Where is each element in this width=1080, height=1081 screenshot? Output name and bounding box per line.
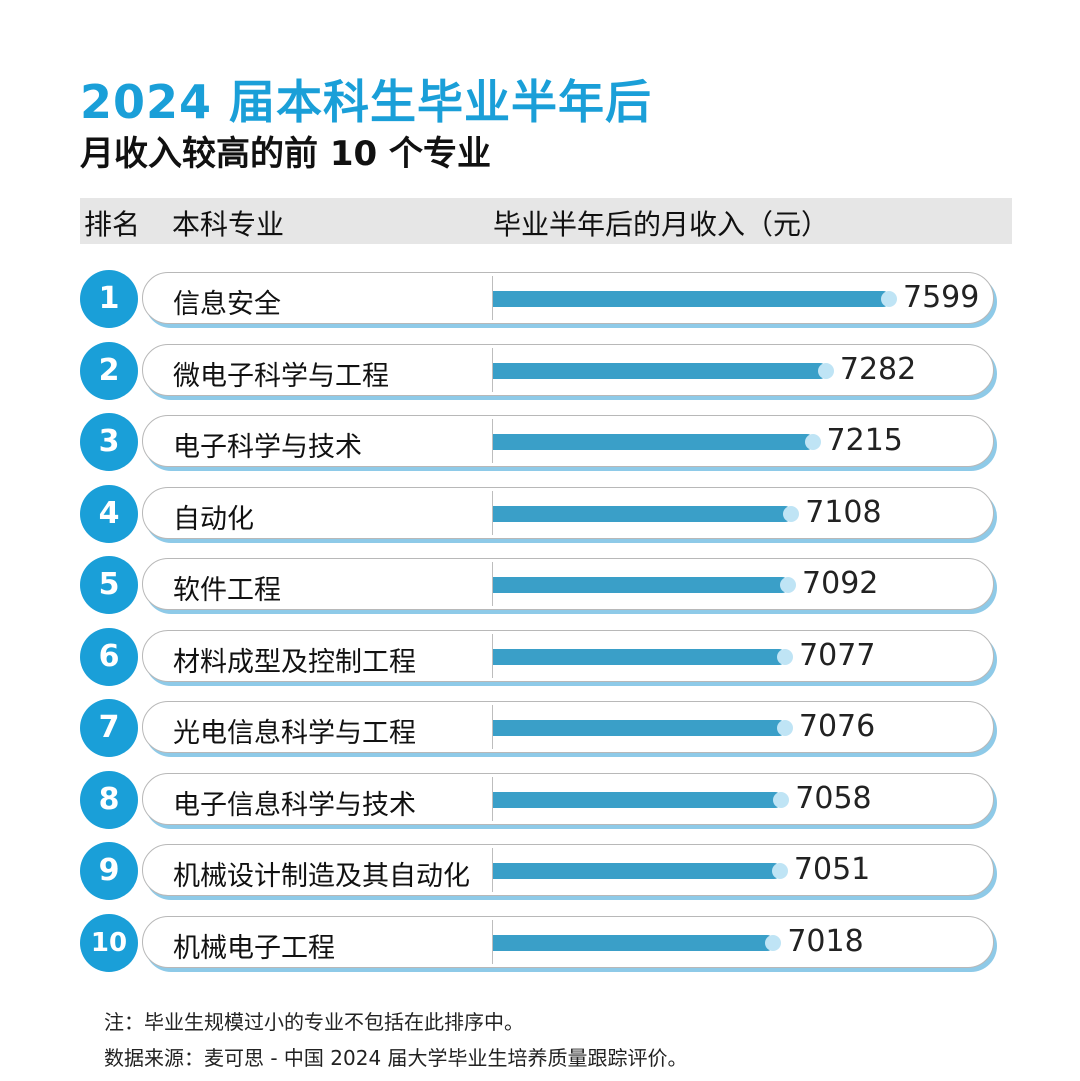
bar-row: 3 电子科学与技术 7215: [80, 413, 1012, 471]
bar-row: 5 软件工程 7092: [80, 556, 1012, 614]
chart-subtitle: 月收入较高的前 10 个专业: [80, 134, 491, 174]
category-label: 信息安全: [173, 289, 281, 320]
header-major: 本科专业: [172, 208, 285, 241]
category-label: 机械电子工程: [173, 932, 335, 964]
category-label: 机械设计制造及其自动化: [173, 861, 470, 892]
rank-badge: 6: [80, 627, 138, 686]
bar: [493, 505, 794, 522]
bar: [493, 648, 788, 665]
chart-title: 2024 届本科生毕业半年后: [80, 75, 653, 129]
row-divider: [492, 490, 493, 535]
bar-end-dot: [780, 577, 797, 593]
rank-badge: 8: [80, 770, 138, 829]
row-divider: [492, 705, 493, 749]
footnote-source: 数据来源：麦可思 - 中国 2024 届大学毕业生培养质量跟踪评价。: [104, 1046, 688, 1070]
value-label: 7076: [798, 709, 876, 744]
value-label: 7215: [826, 423, 903, 458]
bar-row: 4 自动化 7108: [80, 484, 1012, 543]
value-label: 7077: [799, 637, 876, 673]
bar-end-dot: [771, 863, 788, 879]
category-label: 电子信息科学与技术: [173, 789, 416, 821]
bar: [493, 434, 815, 450]
rank-badge: 4: [80, 484, 138, 543]
bar-row: 2 微电子科学与工程 7282: [80, 341, 1012, 400]
bar-end-dot: [765, 934, 782, 951]
row-divider: [492, 848, 493, 892]
rank-badge: 7: [80, 699, 138, 757]
row-divider: [492, 419, 493, 463]
bar-end-dot: [881, 291, 897, 307]
bar-row: 7 光电信息科学与工程 7076: [80, 699, 1012, 757]
value-label: 7108: [805, 494, 882, 530]
value-label: 7599: [903, 280, 980, 315]
bar-end-dot: [783, 505, 800, 522]
header-income: 毕业半年后的月收入（元）: [493, 208, 830, 241]
category-label: 光电信息科学与工程: [173, 718, 416, 749]
value-label: 7282: [839, 351, 917, 387]
bar-end-dot: [776, 720, 793, 736]
bar: [493, 362, 828, 379]
row-divider: [492, 633, 493, 678]
category-label: 软件工程: [173, 575, 281, 606]
bar: [493, 291, 891, 307]
bar-row: 8 电子信息科学与技术 7058: [80, 770, 1012, 829]
bar: [493, 934, 776, 951]
bar-end-dot: [817, 362, 834, 379]
bar: [493, 577, 791, 593]
bar-end-dot: [773, 791, 790, 808]
bar-row: 6 材料成型及控制工程 7077: [80, 627, 1012, 686]
rank-badge: 2: [80, 341, 138, 400]
bar: [493, 791, 784, 808]
bar: [493, 720, 787, 736]
table-header: 排名 本科专业 毕业半年后的月收入（元）: [80, 198, 1012, 244]
value-label: 7018: [787, 923, 864, 959]
header-rank: 排名: [84, 208, 141, 241]
footnote-note: 注：毕业生规模过小的专业不包括在此排序中。: [104, 1010, 524, 1034]
bar-end-dot: [804, 434, 821, 450]
value-label: 7092: [802, 566, 879, 601]
row-divider: [492, 562, 493, 606]
row-divider: [492, 776, 493, 821]
category-label: 微电子科学与工程: [173, 360, 389, 392]
rank-badge: 10: [80, 913, 138, 972]
row-divider: [492, 276, 493, 320]
value-label: 7051: [793, 852, 871, 887]
value-label: 7058: [795, 780, 872, 816]
row-divider: [492, 347, 493, 392]
category-label: 材料成型及控制工程: [173, 646, 416, 678]
rank-badge: 3: [80, 413, 138, 471]
bar: [493, 863, 782, 879]
bar-row: 9 机械设计制造及其自动化 7051: [80, 842, 1012, 900]
rank-badge: 1: [80, 270, 138, 328]
bar-end-dot: [777, 648, 794, 665]
category-label: 电子科学与技术: [173, 432, 362, 463]
bar-row: 1 信息安全 7599: [80, 270, 1012, 328]
rank-badge: 9: [80, 842, 138, 900]
rank-badge: 5: [80, 556, 138, 614]
category-label: 自动化: [173, 503, 254, 535]
row-divider: [492, 919, 493, 964]
bar-row: 10 机械电子工程 7018: [80, 913, 1012, 972]
